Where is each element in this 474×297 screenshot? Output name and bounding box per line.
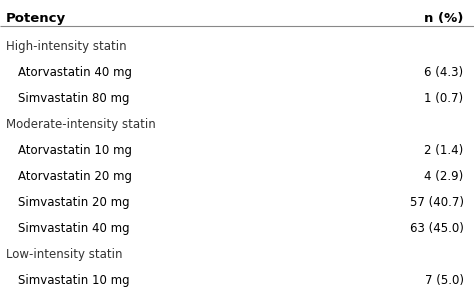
- Text: Simvastatin 80 mg: Simvastatin 80 mg: [18, 92, 129, 105]
- Text: 63 (45.0): 63 (45.0): [410, 222, 464, 235]
- Text: Simvastatin 10 mg: Simvastatin 10 mg: [18, 274, 129, 287]
- Text: n (%): n (%): [424, 12, 464, 25]
- Text: Atorvastatin 10 mg: Atorvastatin 10 mg: [18, 144, 132, 157]
- Text: 2 (1.4): 2 (1.4): [424, 144, 464, 157]
- Text: 7 (5.0): 7 (5.0): [425, 274, 464, 287]
- Text: High-intensity statin: High-intensity statin: [6, 40, 126, 53]
- Text: 57 (40.7): 57 (40.7): [410, 196, 464, 209]
- Text: 4 (2.9): 4 (2.9): [424, 170, 464, 183]
- Text: Simvastatin 40 mg: Simvastatin 40 mg: [18, 222, 129, 235]
- Text: Moderate-intensity statin: Moderate-intensity statin: [6, 118, 155, 131]
- Text: 1 (0.7): 1 (0.7): [424, 92, 464, 105]
- Text: Atorvastatin 20 mg: Atorvastatin 20 mg: [18, 170, 132, 183]
- Text: Potency: Potency: [6, 12, 66, 25]
- Text: Low-intensity statin: Low-intensity statin: [6, 248, 122, 261]
- Text: Atorvastatin 40 mg: Atorvastatin 40 mg: [18, 66, 132, 79]
- Text: 6 (4.3): 6 (4.3): [424, 66, 464, 79]
- Text: Simvastatin 20 mg: Simvastatin 20 mg: [18, 196, 129, 209]
